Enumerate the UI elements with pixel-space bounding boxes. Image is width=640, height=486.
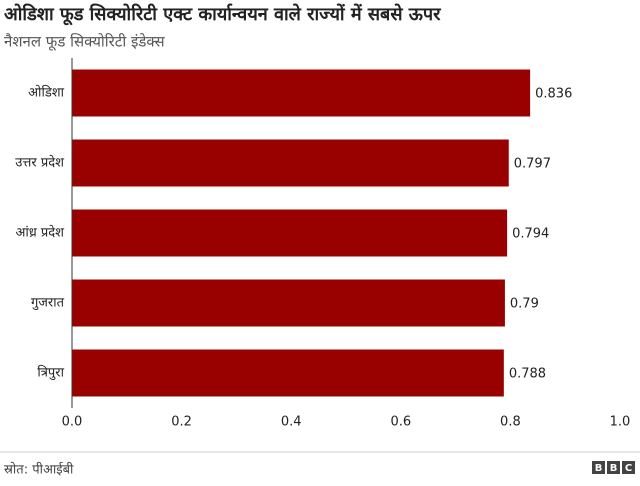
bar: [72, 139, 509, 187]
logo-letter: C: [625, 463, 632, 474]
logo-letter: B: [610, 463, 618, 474]
bar: [72, 69, 531, 117]
value-label: 0.794: [512, 227, 549, 242]
y-tick-label: त्रिपुरा: [37, 365, 64, 381]
value-label: 0.79: [510, 297, 539, 312]
chart-subtitle: नैशनल फूड सिक्योरिटी इंडेक्स: [4, 33, 165, 52]
x-tick-label: 0.8: [500, 415, 521, 430]
logo-box: [622, 461, 635, 474]
y-tick-label: गुजरात: [31, 296, 65, 311]
source: स्रोत: पीआईबी: [4, 462, 74, 478]
x-tick-label: 0.0: [62, 415, 83, 430]
value-label: 0.836: [535, 87, 572, 102]
y-tick-label: उत्तर प्रदेश: [15, 155, 65, 171]
x-tick-label: 1.0: [610, 415, 631, 430]
bar: [72, 349, 504, 397]
bar: [72, 279, 505, 327]
value-label: 0.788: [509, 367, 546, 382]
y-tick-label: ओडिशा: [28, 85, 64, 101]
logo-box: [592, 461, 605, 474]
logo-letter: B: [595, 463, 603, 474]
y-tick-label: आंध्र प्रदेश: [15, 225, 65, 241]
bar: [72, 209, 508, 257]
x-tick-label: 0.4: [281, 415, 302, 430]
logo-box: [607, 461, 620, 474]
x-tick-label: 0.2: [171, 415, 192, 430]
x-tick-label: 0.6: [390, 415, 411, 430]
value-label: 0.797: [514, 157, 551, 172]
chart-title: ओडिशा फूड सिक्योरिटी एक्ट कार्यान्वयन वा…: [4, 3, 441, 26]
